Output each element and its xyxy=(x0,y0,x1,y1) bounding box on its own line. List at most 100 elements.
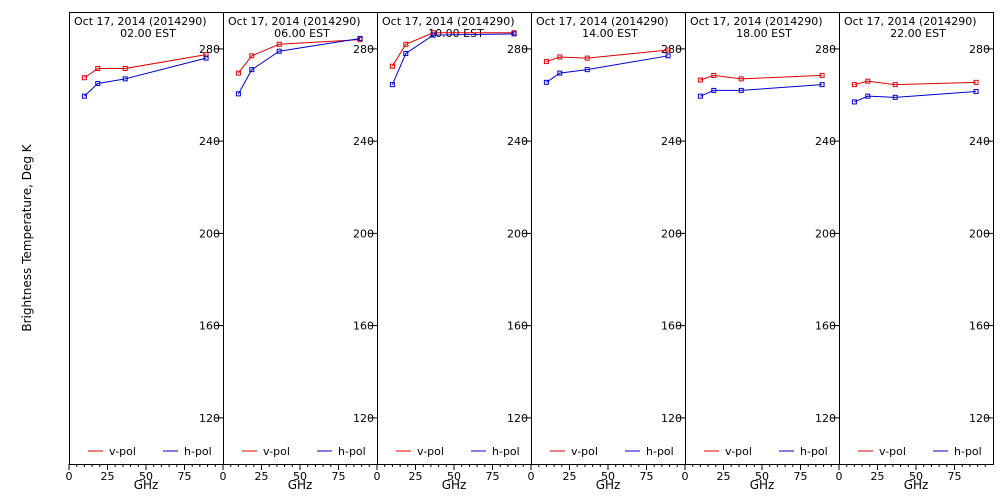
data-point-v-pol xyxy=(403,41,409,47)
series-line-v-pol xyxy=(700,74,823,81)
data-point-v-pol xyxy=(584,55,590,61)
y-tick-label: 120 xyxy=(353,412,374,425)
x-tick-label: 75 xyxy=(178,470,192,483)
data-point-h-pol xyxy=(511,31,517,37)
data-point-h-pol xyxy=(249,67,255,73)
panel-4: 120 160 200 240 280 0 25 50 75 GHz Oct 17, 2014 (2… xyxy=(682,12,840,492)
x-tick-label: 0 xyxy=(66,470,73,483)
data-point-v-pol xyxy=(122,66,128,71)
data-point-v-pol xyxy=(892,82,898,88)
series-line-v-pol xyxy=(546,49,669,63)
legend-label-v-pol: v-pol xyxy=(263,445,290,458)
series-line-v-pol xyxy=(84,54,207,79)
y-tick-label: 160 xyxy=(815,320,836,333)
data-point-h-pol xyxy=(665,53,671,59)
legend-label-v-pol: v-pol xyxy=(879,445,906,458)
y-tick-label: 240 xyxy=(661,135,682,148)
x-tick-label: 75 xyxy=(948,470,962,483)
x-axis-label: GHz xyxy=(134,478,159,492)
y-tick-label: 240 xyxy=(353,135,374,148)
data-point-v-pol xyxy=(851,82,857,88)
x-tick-label: 0 xyxy=(220,470,227,483)
y-tick-label: 120 xyxy=(199,412,220,425)
data-point-v-pol xyxy=(865,78,871,84)
x-tick-label: 75 xyxy=(486,470,500,483)
x-tick-label: 25 xyxy=(101,470,115,483)
series-line-h-pol xyxy=(700,84,823,97)
panel-title: Oct 17, 2014 (2014290) xyxy=(690,15,823,28)
panel-subtitle: 02.00 EST xyxy=(120,27,176,40)
y-tick-label: 200 xyxy=(353,227,374,240)
panel-subtitle: 14.00 EST xyxy=(582,27,638,40)
y-tick-label: 280 xyxy=(969,43,990,56)
x-tick-label: 25 xyxy=(871,470,885,483)
x-tick-label: 25 xyxy=(717,470,731,483)
data-point-v-pol xyxy=(557,54,563,60)
series-line-h-pol xyxy=(237,38,361,95)
x-axis-label: GHz xyxy=(904,478,929,492)
panel-2: 120 160 200 240 280 0 25 50 75 GHz Oct 17, 2014 (2… xyxy=(374,12,532,492)
y-tick-label: 160 xyxy=(353,320,374,333)
legend-label-h-pol: h-pol xyxy=(954,445,982,458)
data-point-h-pol xyxy=(95,80,101,86)
panel-subtitle: 06.00 EST xyxy=(274,27,330,40)
x-tick-label: 25 xyxy=(563,470,577,483)
x-tick-label: 25 xyxy=(409,470,423,483)
x-axis-label: GHz xyxy=(596,478,621,492)
panel-3: 120 160 200 240 280 0 25 50 75 GHz Oct 17, 2014 (2… xyxy=(528,12,686,492)
panel-subtitle: 22.00 EST xyxy=(890,27,946,40)
data-point-v-pol xyxy=(276,41,282,47)
legend-label-h-pol: h-pol xyxy=(800,445,828,458)
data-point-v-pol xyxy=(819,72,825,78)
panels: 120 160 200 240 280 0 25 50 75 GHz Oct 17, 2014 (2… xyxy=(66,12,994,492)
data-point-v-pol xyxy=(389,63,395,69)
data-point-h-pol xyxy=(557,70,563,76)
y-tick-label: 240 xyxy=(815,135,836,148)
y-tick-label: 200 xyxy=(199,227,220,240)
y-tick-label: 280 xyxy=(507,43,528,56)
data-point-v-pol xyxy=(738,76,744,82)
legend-label-h-pol: h-pol xyxy=(646,445,674,458)
legend-label-v-pol: v-pol xyxy=(571,445,598,458)
panel-subtitle: 18.00 EST xyxy=(736,27,792,40)
series-line-h-pol xyxy=(84,57,207,97)
data-point-h-pol xyxy=(865,93,871,99)
data-point-h-pol xyxy=(235,91,241,97)
y-tick-label: 200 xyxy=(507,227,528,240)
x-tick-label: 75 xyxy=(794,470,808,483)
y-axis-label: Brightness Temperature, Deg K xyxy=(20,143,34,331)
data-point-v-pol xyxy=(711,72,717,78)
data-point-h-pol xyxy=(357,36,363,42)
x-tick-label: 50 xyxy=(755,470,769,483)
data-point-h-pol xyxy=(851,99,857,105)
y-tick-label: 280 xyxy=(661,43,682,56)
panel-5: 120 160 200 240 280 0 25 50 75 GHz Oct 17, 2014 (2… xyxy=(836,12,994,492)
panel-title: Oct 17, 2014 (2014290) xyxy=(382,15,515,28)
data-point-v-pol xyxy=(235,70,241,76)
y-tick-label: 160 xyxy=(199,320,220,333)
y-tick-label: 120 xyxy=(815,412,836,425)
x-tick-label: 75 xyxy=(332,470,346,483)
y-tick-label: 200 xyxy=(969,227,990,240)
panel-title: Oct 17, 2014 (2014290) xyxy=(536,15,669,28)
x-tick-label: 75 xyxy=(640,470,654,483)
y-tick-label: 280 xyxy=(815,43,836,56)
x-tick-label: 0 xyxy=(682,470,689,483)
x-tick-label: 0 xyxy=(528,470,535,483)
x-tick-label: 25 xyxy=(255,470,269,483)
data-point-v-pol xyxy=(81,75,87,81)
data-point-v-pol xyxy=(543,59,549,65)
y-tick-label: 120 xyxy=(507,412,528,425)
data-point-h-pol xyxy=(203,55,209,61)
data-point-h-pol xyxy=(973,89,979,95)
series-line-v-pol xyxy=(854,80,977,86)
y-tick-label: 160 xyxy=(661,320,682,333)
panel-title: Oct 17, 2014 (2014290) xyxy=(844,15,977,28)
data-point-h-pol xyxy=(403,51,409,57)
series-line-v-pol xyxy=(238,39,361,74)
y-tick-label: 120 xyxy=(969,412,990,425)
data-point-v-pol xyxy=(697,77,703,83)
data-point-v-pol xyxy=(249,53,255,59)
data-point-v-pol xyxy=(973,79,979,85)
